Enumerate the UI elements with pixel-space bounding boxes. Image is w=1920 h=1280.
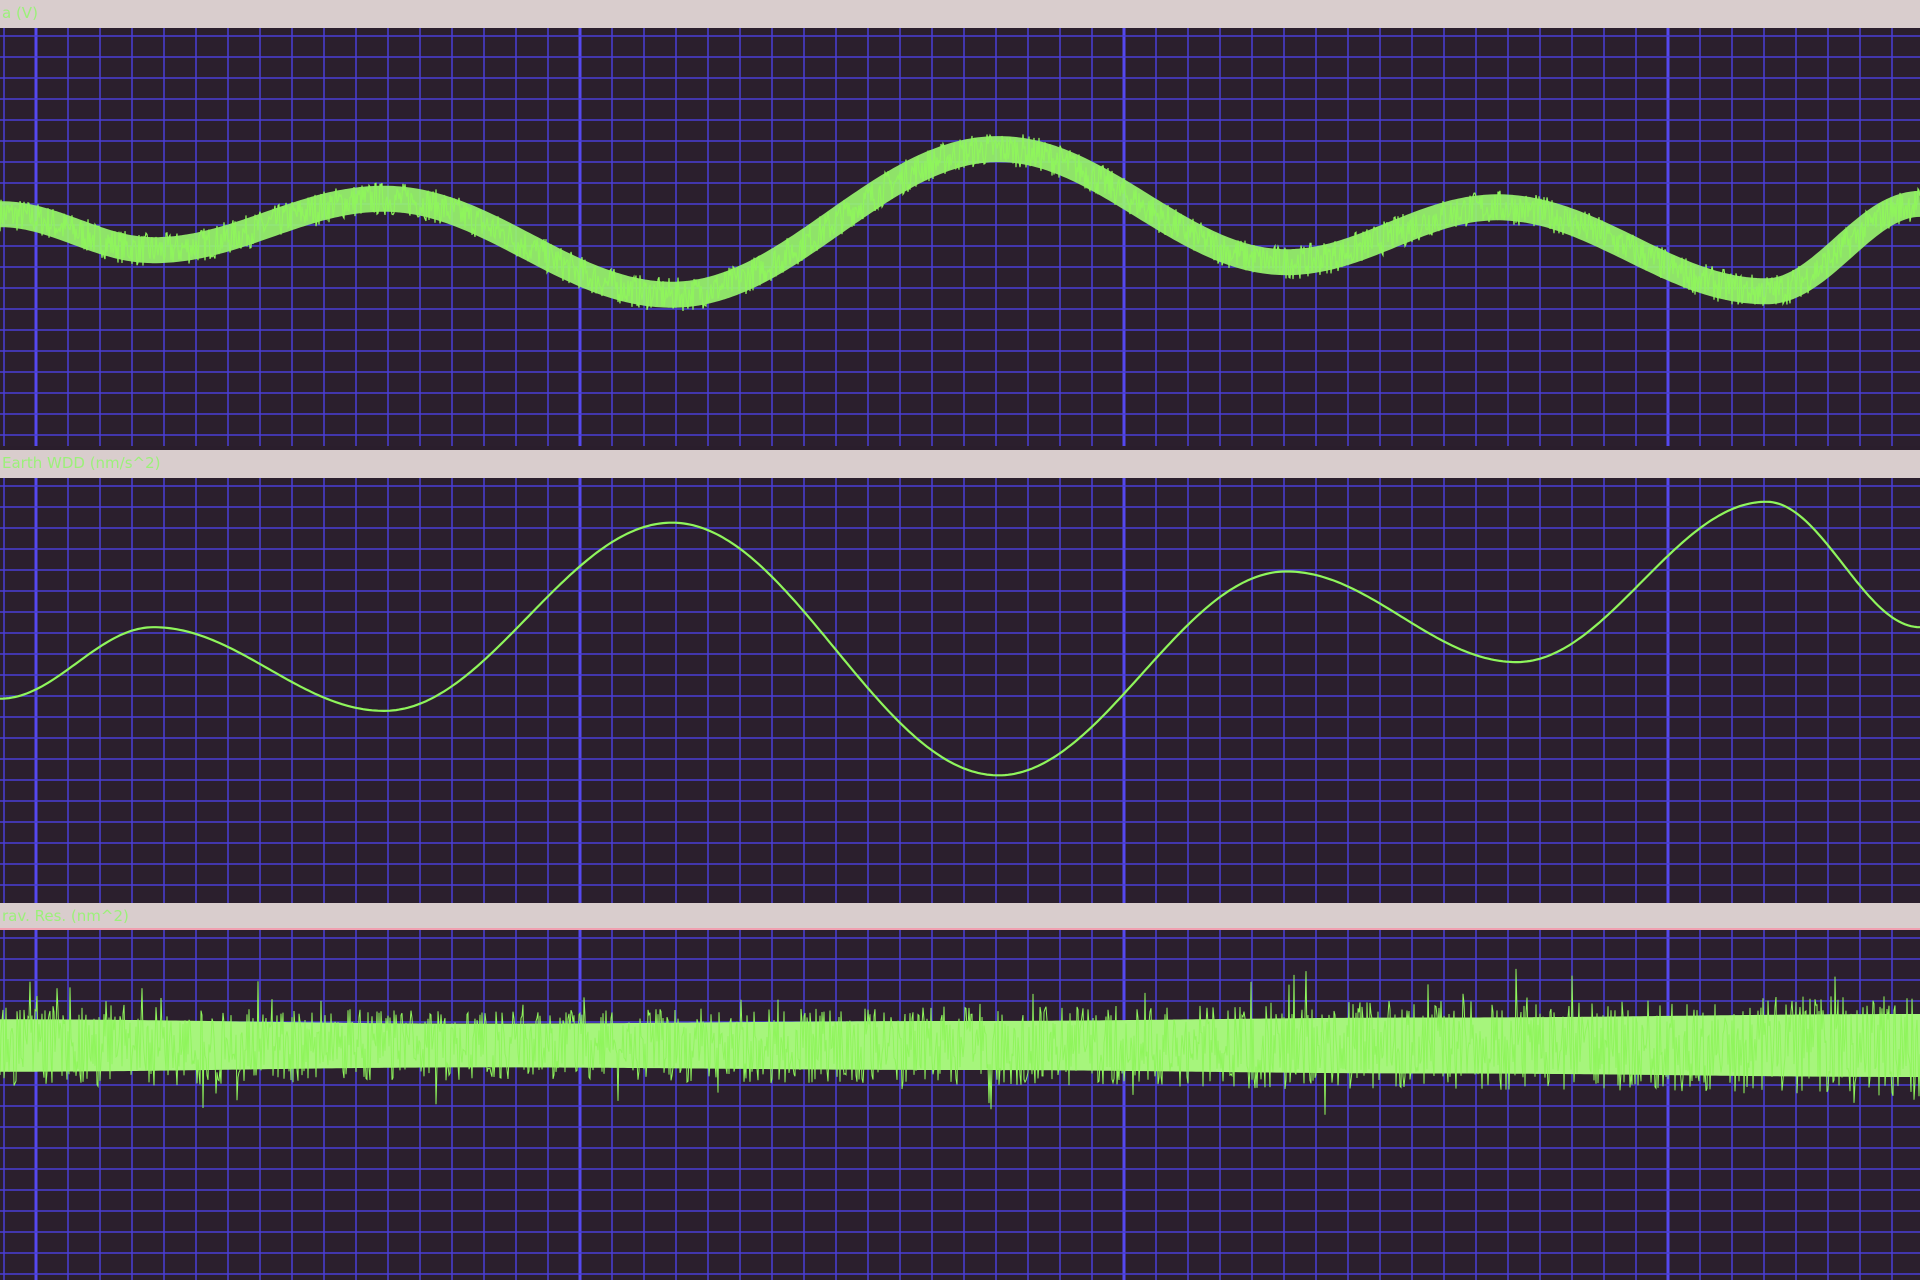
panel-3-plot — [0, 930, 1920, 1280]
trace-noise — [0, 968, 1920, 1115]
panel-1-label-band: a (V) — [0, 0, 1920, 28]
panel-3-title: rav. Res. (nm^2) — [2, 907, 129, 925]
trace-line — [0, 500, 1920, 777]
panel-2-plot — [0, 478, 1920, 903]
panel-1-title: a (V) — [2, 4, 38, 22]
panel-2-title: Earth WDD (nm/s^2) — [2, 454, 161, 472]
trace-line — [0, 133, 1920, 312]
panel-3-label-band: rav. Res. (nm^2) — [0, 903, 1920, 930]
panel-1-plot — [0, 28, 1920, 446]
panel-2-label-band: Earth WDD (nm/s^2) — [0, 450, 1920, 478]
